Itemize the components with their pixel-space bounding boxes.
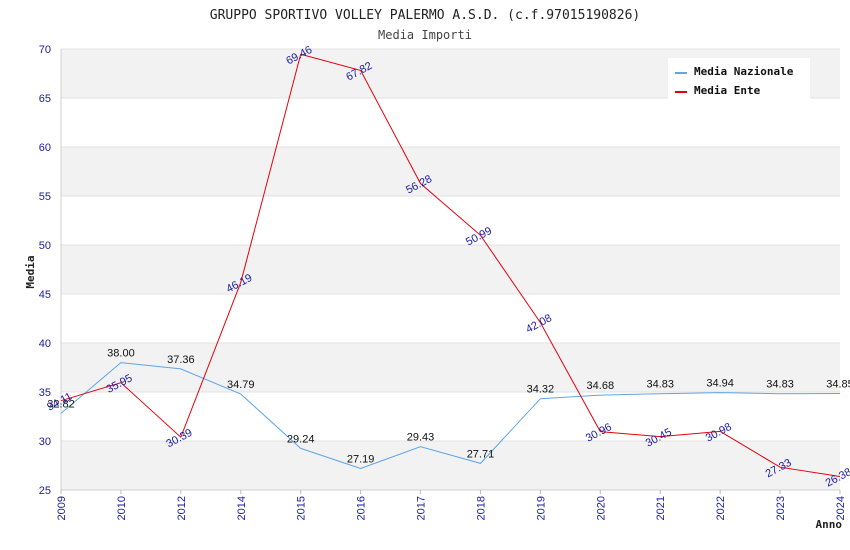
x-axis-label: Anno (816, 518, 843, 531)
y-axis-label: Media (24, 255, 37, 288)
data-label-nazionale-2018: 27.71 (467, 448, 495, 460)
x-tick-label-2015: 2015 (296, 496, 308, 520)
y-tick-label-55: 55 (39, 191, 51, 203)
chart-title: GRUPPO SPORTIVO VOLLEY PALERMO A.S.D. (c… (210, 8, 640, 23)
legend-label-media-ente: Media Ente (694, 84, 761, 97)
legend-box (668, 58, 810, 102)
data-label-nazionale-2022: 34.94 (706, 378, 734, 390)
x-tick-label-2016: 2016 (356, 496, 368, 520)
y-tick-label-30: 30 (39, 436, 51, 448)
data-label-nazionale-2015: 29.24 (287, 433, 315, 445)
y-tick-label-70: 70 (39, 44, 51, 56)
x-tick-label-2024: 2024 (835, 496, 847, 520)
x-tick-label-2017: 2017 (416, 496, 428, 520)
series-line-media-ente (60, 53, 841, 477)
axes (60, 49, 840, 491)
data-label-nazionale-2021: 34.83 (646, 379, 674, 391)
x-axis-ticks: 2009 2010 2012 2014 2015 2016 2017 2018 2019 2020… (56, 490, 847, 520)
x-tick-label-2022: 2022 (715, 496, 727, 520)
x-tick-label-2019: 2019 (535, 496, 547, 520)
data-label-nazionale-2020: 34.68 (587, 380, 615, 392)
plot-band (61, 245, 840, 294)
legend: Media Nazionale Media Ente (668, 58, 810, 102)
y-tick-label-40: 40 (39, 338, 51, 350)
plot-band (61, 441, 840, 490)
x-tick-label-2009: 2009 (56, 496, 68, 520)
y-tick-label-35: 35 (39, 387, 51, 399)
x-tick-label-2010: 2010 (116, 496, 128, 520)
y-tick-label-45: 45 (39, 289, 51, 301)
series-group (60, 53, 841, 477)
data-label-nazionale-2017: 29.43 (407, 432, 435, 444)
x-tick-label-2012: 2012 (176, 496, 188, 520)
chart-subtitle: Media Importi (378, 28, 472, 42)
data-label-nazionale-2016: 27.19 (347, 454, 375, 466)
legend-label-media-nazionale: Media Nazionale (694, 65, 794, 78)
data-label-nazionale-2014: 34.79 (227, 379, 255, 391)
x-tick-label-2023: 2023 (775, 496, 787, 520)
x-tick-label-2021: 2021 (655, 496, 667, 520)
data-label-nazionale-2024: 34.85 (826, 378, 850, 390)
plot-band (61, 147, 840, 196)
x-tick-label-2014: 2014 (236, 496, 248, 520)
series-line-media-nazionale (60, 362, 841, 470)
x-tick-label-2018: 2018 (475, 496, 487, 520)
y-tick-label-65: 65 (39, 93, 51, 105)
y-tick-label-60: 60 (39, 142, 51, 154)
x-tick-label-2020: 2020 (595, 496, 607, 520)
y-tick-label-50: 50 (39, 240, 51, 252)
y-tick-label-25: 25 (39, 485, 51, 497)
plot-band (61, 343, 840, 392)
data-label-nazionale-2012: 37.36 (167, 354, 195, 366)
data-label-nazionale-2019: 34.32 (527, 384, 555, 396)
data-label-nazionale-2009: 32.82 (47, 398, 75, 410)
data-label-nazionale-2023: 34.83 (766, 379, 794, 391)
y-axis-ticks: 25 30 35 40 45 50 55 60 65 70 (39, 44, 51, 497)
data-label-nazionale-2010: 38.00 (107, 348, 135, 360)
